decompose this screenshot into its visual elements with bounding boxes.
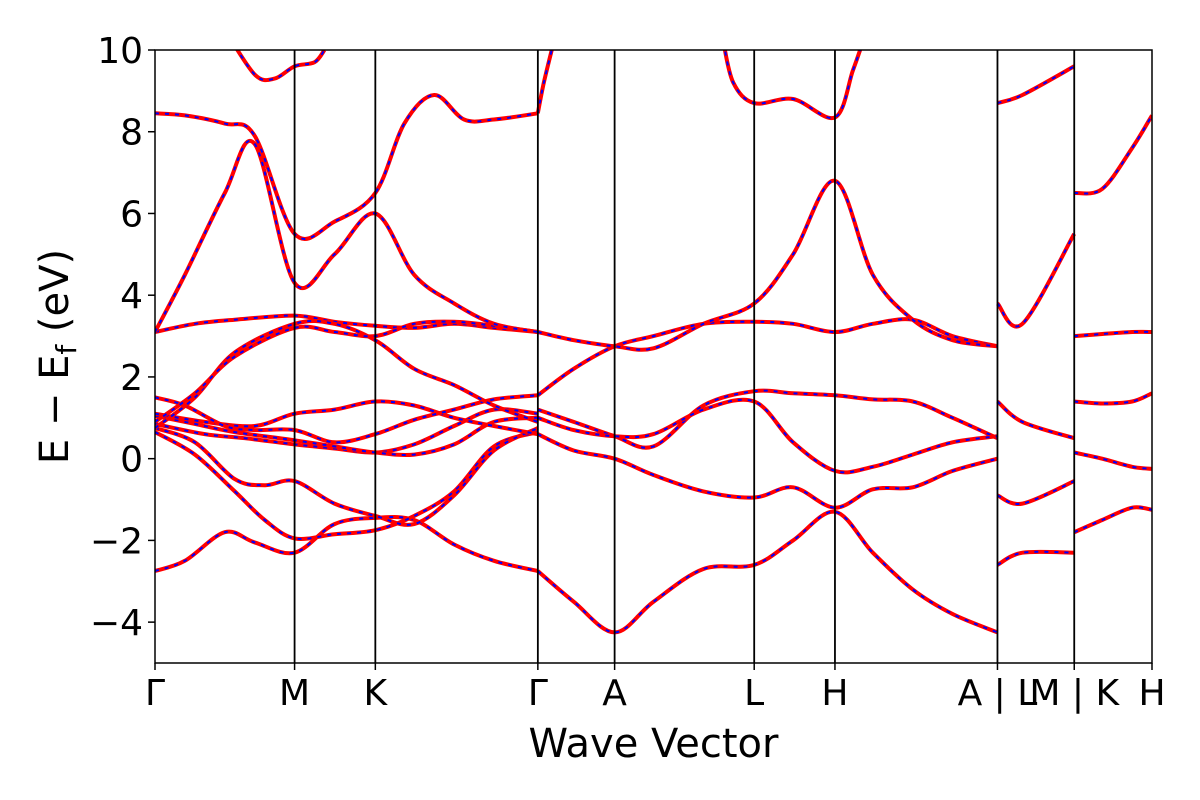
band-line-overlay-16	[537, 318, 998, 397]
x-tick-label-2: K	[364, 673, 389, 714]
band-line-18	[536, 509, 999, 635]
band-lines	[155, 50, 1152, 635]
x-tick-label-1: M	[279, 673, 310, 714]
y-tick-label-6: 8	[120, 113, 143, 154]
band-line-overlay-12	[236, 50, 326, 82]
band-line-30	[1073, 505, 1152, 535]
y-tick-label-0: −4	[90, 603, 143, 644]
x-tick-label-8: M | K	[1029, 673, 1120, 714]
band-line-overlay-11	[155, 140, 538, 333]
y-tick-label-4: 4	[120, 276, 143, 317]
band-line-0	[155, 515, 539, 573]
x-tick-label-9: H	[1138, 673, 1165, 714]
band-line-overlay-17	[537, 179, 998, 351]
y-tick-label-7: 10	[97, 31, 143, 72]
x-tick-label-4: A	[602, 673, 627, 714]
band-line-overlay-4	[155, 414, 538, 457]
band-line-overlay-5	[155, 400, 538, 436]
band-line-24	[996, 549, 1075, 567]
y-tick-label-2: 0	[120, 440, 143, 481]
band-line-12	[235, 50, 327, 83]
band-line-overlay-21	[996, 233, 1076, 328]
band-line-25	[996, 479, 1076, 506]
band-line-overlay-9	[155, 320, 538, 423]
band-line-overlay-28	[1074, 392, 1152, 405]
y-tick-label-5: 6	[120, 194, 143, 235]
y-tick-label-1: −2	[90, 521, 143, 562]
band-line-21	[995, 232, 1076, 329]
x-axis-ticks: Γ M K Γ A L H A | LM | K H	[145, 663, 1166, 714]
y-tick-label-3: 2	[120, 358, 143, 399]
band-line-overlay-14	[537, 433, 998, 509]
band-line-23	[996, 399, 1075, 441]
band-line-overlay-0	[155, 516, 539, 572]
band-line-overlay-26	[1074, 114, 1152, 195]
x-tick-label-5: L	[744, 673, 764, 714]
band-line-overlay-1	[155, 431, 539, 540]
x-tick-label-6: H	[821, 673, 848, 714]
y-axis-label-subscript: f	[50, 344, 83, 355]
band-line-overlay-13	[537, 389, 998, 449]
band-line-overlay-10	[155, 94, 538, 240]
band-line-overlay-15	[537, 398, 998, 474]
band-line-overlay-30	[1073, 506, 1152, 534]
band-line-overlay-18	[537, 510, 998, 634]
x-tick-label-7: A | L	[958, 673, 1038, 714]
y-axis-label: E − Ef (eV)	[32, 249, 83, 464]
band-line-overlay-6	[155, 394, 538, 444]
plot-frame	[154, 49, 1153, 664]
y-axis-label-unit: (eV)	[32, 249, 78, 345]
band-line-overlay-2	[155, 427, 539, 526]
band-line-overlay-29	[1073, 451, 1152, 470]
band-line-overlay-20	[723, 50, 862, 120]
band-line-overlay-27	[1074, 330, 1152, 338]
band-line-overlay-23	[996, 400, 1075, 440]
band-line-11	[155, 139, 539, 334]
x-tick-label-0: Γ	[145, 673, 165, 714]
band-line-13	[537, 388, 999, 450]
y-axis-ticks: −4 −2 0 2 4 6 8 10	[90, 31, 155, 644]
band-line-overlay-22	[997, 65, 1075, 105]
y-axis-label-main: E − E	[32, 355, 78, 465]
x-tick-label-3: Γ	[528, 673, 548, 714]
x-axis-label: Wave Vector	[529, 721, 780, 767]
band-line-14	[536, 432, 999, 510]
band-line-26	[1073, 114, 1152, 196]
kpoint-lines	[293, 50, 1076, 663]
band-line-overlay-19	[536, 50, 553, 114]
